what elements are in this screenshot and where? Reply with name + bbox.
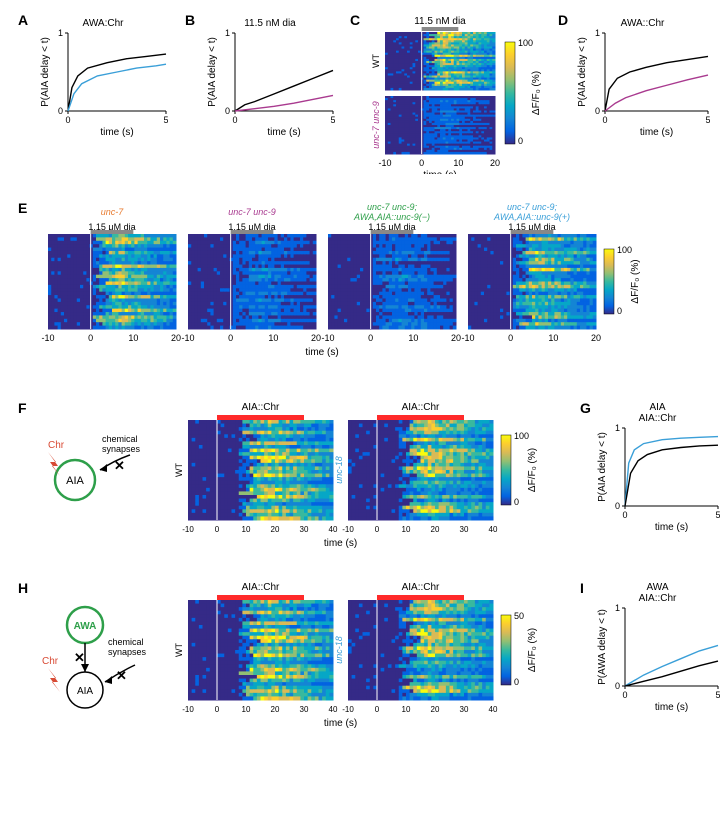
- panel-G-title: AIA AIA::Chr: [595, 402, 720, 424]
- panel-label-D: D: [558, 12, 568, 28]
- svg-text:0: 0: [518, 136, 523, 146]
- svg-text:20: 20: [171, 333, 181, 343]
- svg-text:time (s): time (s): [423, 170, 456, 174]
- panel-A: AWA:Chr 0105P(AIA delay < t)time (s)WTAW…: [38, 18, 168, 139]
- panel-D-plot: 0105P(AIA delay < t)time (s)WTunc-7unc-9…: [575, 29, 710, 139]
- svg-text:ΔF/F₀ (%): ΔF/F₀ (%): [531, 71, 542, 115]
- svg-text:unc-7 unc-9: unc-7 unc-9: [371, 101, 381, 149]
- panel-label-B: B: [185, 12, 195, 28]
- svg-text:0: 0: [595, 106, 600, 116]
- svg-text:1: 1: [58, 29, 63, 38]
- panel-C-heatmap: 11.5 nM dia WT unc-7 unc-9 -10 0 10 20 time (s)…: [365, 14, 550, 174]
- svg-text:0: 0: [232, 115, 237, 125]
- panel-label-F: F: [18, 400, 27, 416]
- panel-H-heatmaps: AIA::ChrWT-10010203040AIA::Chrunc-18-100…: [170, 580, 570, 735]
- svg-text:P(AIA delay < t): P(AIA delay < t): [577, 37, 588, 107]
- svg-text:0: 0: [419, 158, 424, 168]
- svg-text:AWA,AIA::unc-9(−): AWA,AIA::unc-9(−): [353, 212, 430, 222]
- svg-text:100: 100: [518, 38, 533, 48]
- svg-text:5: 5: [705, 115, 710, 125]
- svg-text:WT: WT: [371, 54, 381, 68]
- panel-label-E: E: [18, 200, 27, 216]
- panel-G-plot: 0105P(AIA delay < t)time (s)unc-18 (ns)W…: [595, 424, 720, 534]
- diagram-H: AWAAIA✕Chr✕chemicalsynapses: [30, 590, 160, 730]
- svg-text:10: 10: [268, 333, 278, 343]
- panel-C: 11.5 nM dia WT unc-7 unc-9 -10 0 10 20 time (s)…: [365, 14, 550, 174]
- svg-text:unc-7 unc-9: unc-7 unc-9: [228, 207, 276, 217]
- diagram-F: AIAChr✕chemicalsynapses: [30, 410, 160, 530]
- panel-G: AIA AIA::Chr 0105P(AIA delay < t)time (s…: [595, 402, 720, 534]
- svg-text:0: 0: [65, 115, 70, 125]
- svg-text:11.5 nM dia: 11.5 nM dia: [414, 16, 466, 27]
- svg-text:P(AIA delay < t): P(AIA delay < t): [40, 37, 51, 107]
- svg-text:-10: -10: [181, 333, 194, 343]
- panel-A-title: AWA:Chr: [38, 18, 168, 29]
- panel-label-C: C: [350, 12, 360, 28]
- svg-text:-10: -10: [378, 158, 391, 168]
- svg-text:0: 0: [58, 106, 63, 116]
- panel-F-heatmaps: AIA::ChrWT-10010203040AIA::Chrunc-18-100…: [170, 400, 570, 555]
- svg-text:time (s): time (s): [640, 127, 673, 138]
- panel-D-title: AWA::Chr: [575, 18, 710, 29]
- panel-E: unc-71.15 μM dia-1001020unc-7 unc-91.15 …: [38, 200, 708, 375]
- panel-B-plot: 0105P(AIA delay < t)time (s)WTunc-7unc-9…: [205, 29, 335, 139]
- panel-I: AWA AIA::Chr 0105P(AWA delay < t)time (s…: [595, 582, 720, 714]
- svg-text:unc-7 unc-9;: unc-7 unc-9;: [367, 202, 418, 212]
- panel-label-G: G: [580, 400, 591, 416]
- svg-text:0: 0: [228, 333, 233, 343]
- panel-B-title: 11.5 nM dia: [205, 18, 335, 29]
- svg-text:unc-7: unc-7: [101, 207, 125, 217]
- panel-label-A: A: [18, 12, 28, 28]
- panel-F-diagram: AIAChr✕chemicalsynapses: [30, 410, 160, 530]
- svg-text:0: 0: [225, 106, 230, 116]
- panel-B: 11.5 nM dia 0 1 0 5 P(AIA delay < t) time (s)…: [205, 18, 335, 139]
- svg-text:time (s): time (s): [100, 127, 133, 138]
- svg-text:20: 20: [311, 333, 321, 343]
- svg-text:0: 0: [88, 333, 93, 343]
- svg-text:20: 20: [490, 158, 500, 168]
- panel-A-plot: 0105P(AIA delay < t)time (s)WTAWA::TeTx …: [38, 29, 168, 139]
- svg-text:P(AIA delay < t): P(AIA delay < t): [207, 37, 218, 107]
- panel-I-title1: AWA: [646, 582, 668, 593]
- svg-text:time (s): time (s): [267, 127, 300, 138]
- panel-E-heatmaps: unc-71.15 μM dia-1001020unc-7 unc-91.15 …: [38, 200, 708, 375]
- panel-label-H: H: [18, 580, 28, 596]
- svg-text:5: 5: [330, 115, 335, 125]
- svg-text:0: 0: [602, 115, 607, 125]
- panel-D: AWA::Chr 0105P(AIA delay < t)time (s)WTu…: [575, 18, 710, 139]
- panel-I-title: AWA AIA::Chr: [595, 582, 720, 604]
- panel-G-title2: AIA::Chr: [639, 413, 677, 424]
- panel-G-title1: AIA: [649, 402, 665, 413]
- panel-H-diagram: AWAAIA✕Chr✕chemicalsynapses: [30, 590, 160, 730]
- svg-text:5: 5: [163, 115, 168, 125]
- panel-label-I: I: [580, 580, 584, 596]
- panel-F-heat: AIA::ChrWT-10010203040AIA::Chrunc-18-100…: [170, 400, 570, 555]
- svg-text:10: 10: [453, 158, 463, 168]
- svg-text:1: 1: [225, 29, 230, 38]
- svg-text:10: 10: [128, 333, 138, 343]
- panel-I-plot: 0105P(AWA delay < t)time (s)unc-18 **WT: [595, 604, 720, 714]
- panel-I-title2: AIA::Chr: [639, 593, 677, 604]
- svg-text:-10: -10: [41, 333, 54, 343]
- svg-text:1: 1: [595, 29, 600, 38]
- panel-H-heat: AIA::ChrWT-10010203040AIA::Chrunc-18-100…: [170, 580, 570, 735]
